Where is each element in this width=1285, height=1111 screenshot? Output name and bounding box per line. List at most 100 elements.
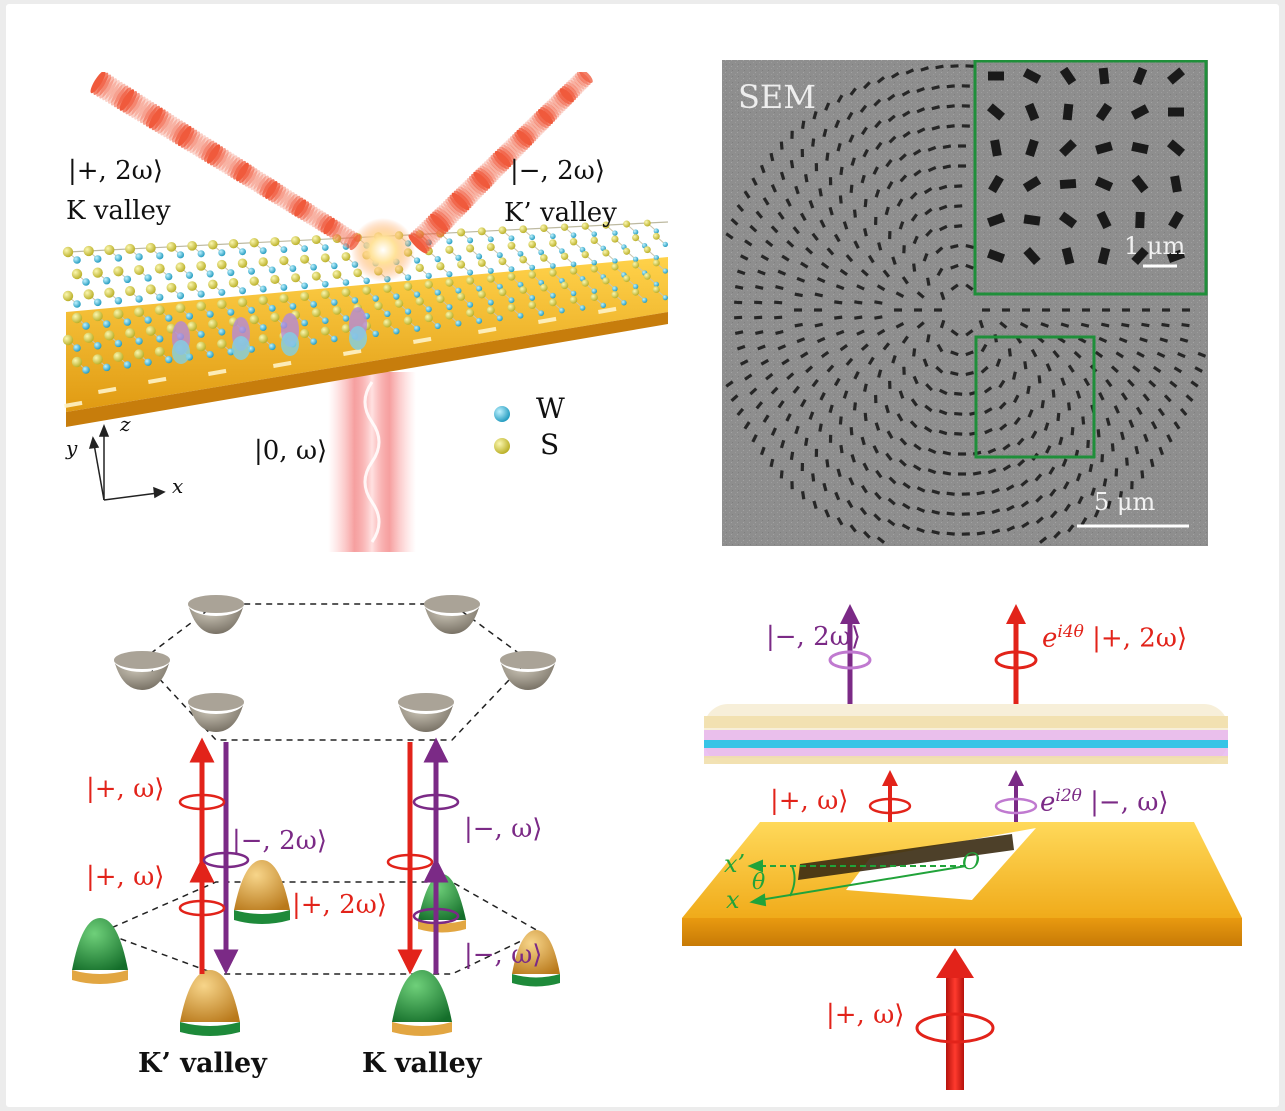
- s-atom: [332, 270, 342, 279]
- w-atom: [529, 295, 536, 301]
- s-atom: [217, 299, 227, 310]
- w-atom: [82, 366, 90, 374]
- s-atom: [560, 223, 569, 231]
- panel-a-svg: [62, 69, 669, 552]
- s-atom: [632, 261, 640, 269]
- s-atom: [125, 328, 136, 339]
- axis-x-label: x: [172, 474, 184, 498]
- slab-slits: [64, 306, 617, 408]
- w-atom: [176, 251, 185, 259]
- phase-i4-exponent: i4θ: [1057, 622, 1084, 642]
- w-atom: [425, 306, 432, 313]
- w-atom: [301, 319, 308, 327]
- w-atom: [508, 235, 515, 242]
- w-atom: [156, 293, 164, 302]
- w-atom: [487, 236, 494, 243]
- w-atom: [218, 288, 226, 296]
- s-atom: [154, 305, 165, 316]
- label-o: O: [962, 850, 981, 875]
- w-atom: [455, 287, 462, 294]
- s-atom: [145, 284, 156, 295]
- w-atom: [114, 339, 123, 348]
- s-atom: [643, 246, 651, 254]
- s-atom: [507, 272, 516, 281]
- w-atom: [538, 249, 545, 256]
- panel-c-svg: [72, 595, 560, 1036]
- w-atom: [570, 232, 577, 238]
- s-atom: [652, 286, 660, 294]
- s-atom: [62, 246, 74, 258]
- w-atom: [156, 252, 164, 260]
- label-plus-w-upper: |+, ω⟩: [86, 774, 165, 804]
- label-minus-w-lower: |−, ω⟩: [464, 940, 543, 970]
- w-atom: [268, 266, 276, 274]
- w-atom: [165, 356, 173, 364]
- w-atom: [248, 267, 255, 275]
- w-atom: [259, 324, 267, 331]
- w-atom: [641, 297, 648, 303]
- label-phase-i2: ei2θ |−, ω⟩: [1040, 786, 1169, 818]
- s-atom: [270, 312, 280, 322]
- w-atom: [248, 306, 255, 314]
- w-atom: [384, 310, 391, 318]
- s-atom: [477, 258, 486, 267]
- s-atom: [83, 289, 94, 300]
- w-atom: [289, 265, 297, 272]
- w-atom: [144, 316, 152, 324]
- s-atom: [134, 307, 145, 318]
- w-atom: [301, 282, 308, 290]
- w-atom: [82, 278, 90, 286]
- label-x: x: [726, 886, 740, 914]
- s-atom: [196, 341, 206, 352]
- phase-i4-base: e: [1042, 623, 1058, 654]
- w-atom: [487, 299, 494, 306]
- s-atom: [249, 314, 259, 325]
- s-atom: [590, 236, 598, 245]
- s-atom: [258, 257, 268, 267]
- axis-z-label: z: [120, 412, 131, 436]
- s-atom: [311, 308, 321, 318]
- w-atom: [239, 287, 246, 295]
- w-atom: [550, 292, 556, 299]
- w-atom: [165, 272, 173, 281]
- s-atom: [581, 250, 589, 259]
- k-valley-arrows: [386, 737, 460, 975]
- s-atom: [166, 241, 177, 252]
- w-atom: [342, 315, 350, 322]
- w-atom: [404, 308, 412, 315]
- s-atom: [62, 334, 74, 346]
- s-atom: [92, 267, 103, 278]
- w-atom: [413, 257, 421, 264]
- w-atom: [476, 253, 483, 260]
- s-atom: [258, 295, 268, 305]
- s-atom: [560, 252, 569, 260]
- s-atom: [528, 301, 537, 309]
- w-atom: [330, 335, 338, 343]
- s-atom: [415, 263, 424, 273]
- s-atom: [486, 306, 495, 315]
- s-atom: [104, 244, 115, 256]
- phase-i4-ket: |+, 2ω⟩: [1092, 623, 1188, 654]
- s-atom: [519, 286, 528, 294]
- legend-w-atom: [494, 406, 510, 422]
- w-atom: [393, 293, 400, 300]
- w-atom: [393, 328, 400, 335]
- s-atom: [528, 240, 537, 249]
- label-plus-2w: |+, 2ω⟩: [68, 156, 163, 186]
- w-atom: [662, 241, 668, 247]
- w-atom: [538, 310, 545, 316]
- s-atom: [249, 276, 259, 286]
- s-atom: [320, 326, 330, 336]
- s-atom: [457, 260, 466, 269]
- s-atom: [113, 266, 124, 277]
- zoom-box: [974, 335, 1096, 459]
- w-atom: [434, 289, 441, 296]
- legend-s-label: S: [540, 428, 560, 461]
- s-atom: [279, 293, 289, 303]
- w-atom: [591, 288, 598, 294]
- s-atom: [486, 274, 495, 283]
- s-atom: [154, 346, 165, 357]
- s-atom: [569, 267, 578, 275]
- s-atom: [279, 255, 289, 266]
- w-atom: [310, 338, 317, 345]
